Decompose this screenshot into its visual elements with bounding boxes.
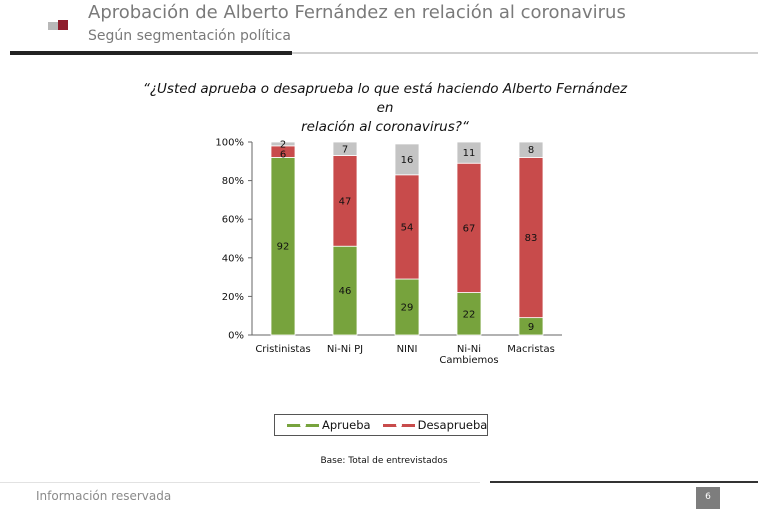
x-tick-label: Macristas xyxy=(507,344,555,355)
chart-legend: Aprueba Desaprueba xyxy=(274,414,488,436)
legend-item-desaprueba: Desaprueba xyxy=(382,418,488,432)
y-tick-label: 20% xyxy=(222,292,244,303)
data-label: 11 xyxy=(463,148,476,159)
legend-label-aprueba: Aprueba xyxy=(322,418,371,432)
data-label: 46 xyxy=(339,286,352,297)
bar-segment xyxy=(456,141,482,164)
bar-segment xyxy=(518,157,544,319)
survey-question-line-1: “¿Usted aprueba o desaprueba lo que está… xyxy=(142,81,628,116)
footer-rule-light xyxy=(0,482,480,483)
data-label: 29 xyxy=(401,303,414,314)
data-label: 9 xyxy=(528,322,534,333)
data-label: 22 xyxy=(463,309,476,320)
page-number: 6 xyxy=(696,487,720,509)
bar-segment xyxy=(332,245,358,336)
page-title: Aprobación de Alberto Fernández en relac… xyxy=(88,2,626,23)
legend-swatch-aprueba xyxy=(287,420,319,430)
x-tick-label: Ni-Ni xyxy=(457,344,481,355)
survey-question-line-2: relación al coronavirus?“ xyxy=(301,119,469,135)
page-subtitle: Según segmentación política xyxy=(88,28,291,44)
y-tick-label: 40% xyxy=(222,253,244,264)
y-tick-label: 0% xyxy=(228,331,244,342)
y-tick-label: 100% xyxy=(215,138,244,149)
x-tick-label: Ni-Ni PJ xyxy=(327,344,363,355)
data-label: 16 xyxy=(401,155,414,166)
header-rule-light xyxy=(292,52,758,54)
data-label: 54 xyxy=(401,222,414,233)
y-tick-label: 80% xyxy=(222,176,244,187)
bar-segment xyxy=(270,141,296,147)
data-label: 8 xyxy=(528,145,534,156)
brand-logo xyxy=(48,20,68,30)
x-tick-label: Cambiemos xyxy=(439,355,498,366)
bar-segment xyxy=(332,141,358,156)
data-label: 2 xyxy=(280,139,286,150)
data-label: 47 xyxy=(339,196,352,207)
data-label: 6 xyxy=(280,149,286,160)
legend-label-desaprueba: Desaprueba xyxy=(417,418,488,432)
header-rule-dark xyxy=(10,51,292,55)
bar-segment xyxy=(456,292,482,336)
footer-rule-dark xyxy=(490,481,758,483)
y-tick-label: 60% xyxy=(222,215,244,226)
x-tick-label: NINI xyxy=(397,344,418,355)
x-tick-label: Cristinistas xyxy=(255,344,310,355)
survey-question: “¿Usted aprueba o desaprueba lo que está… xyxy=(140,80,630,137)
bar-segment xyxy=(394,143,420,176)
base-note: Base: Total de entrevistados xyxy=(320,456,448,466)
data-label: 7 xyxy=(342,144,348,155)
legend-swatch-desaprueba xyxy=(382,420,415,430)
legend-item-aprueba: Aprueba xyxy=(287,418,371,432)
stacked-bar-chart: 0% 20% 40% 60% 80% 100% 92 62 Cristinistas 46 47 7 N… xyxy=(215,138,562,366)
data-label: 67 xyxy=(463,223,476,234)
footer-text: Información reservada xyxy=(36,489,172,503)
data-label: 83 xyxy=(525,233,538,244)
bar-segment xyxy=(456,162,482,293)
bar-segment xyxy=(518,141,544,158)
data-label: 92 xyxy=(277,242,290,253)
